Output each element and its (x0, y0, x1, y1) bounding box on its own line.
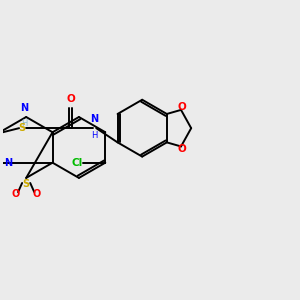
Text: S: S (22, 179, 30, 189)
Text: H: H (91, 131, 98, 140)
Text: O: O (178, 145, 186, 154)
Text: O: O (178, 102, 186, 112)
Text: O: O (67, 94, 75, 104)
Text: Cl: Cl (71, 158, 82, 168)
Text: O: O (12, 189, 20, 199)
Text: O: O (32, 189, 41, 199)
Text: S: S (19, 123, 26, 133)
Text: N: N (4, 158, 12, 168)
Text: N: N (90, 114, 98, 124)
Text: N: N (20, 103, 28, 113)
Text: H: H (21, 119, 27, 128)
